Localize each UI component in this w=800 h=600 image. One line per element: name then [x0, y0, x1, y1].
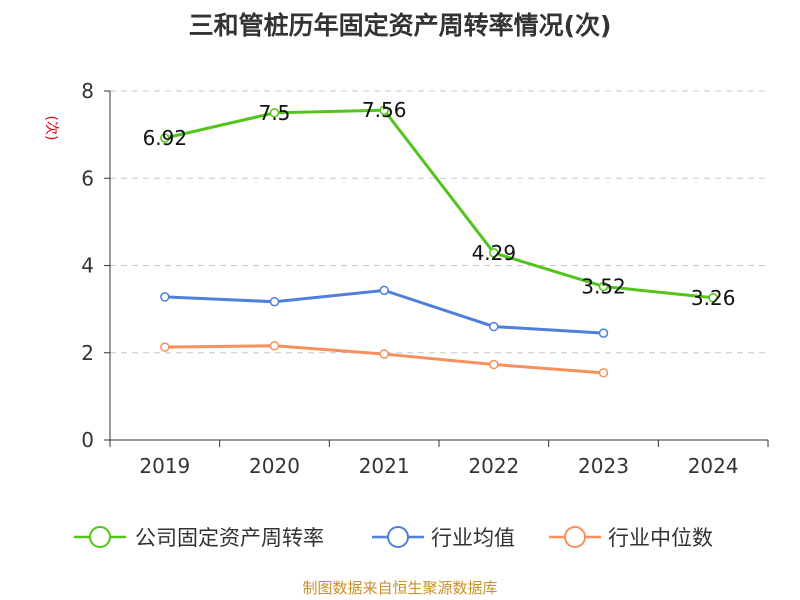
data-point [598, 328, 609, 338]
data-point-last [708, 293, 718, 303]
data-point [379, 349, 389, 359]
legend-item[interactable]: 公司固定资产周转率 [74, 526, 324, 550]
legend-label: 公司固定资产周转率 [135, 526, 324, 550]
series-line [163, 288, 605, 335]
series-group [160, 105, 718, 378]
y-tick-label: 0 [81, 428, 94, 452]
data-point [160, 133, 170, 143]
data-point [379, 285, 389, 296]
y-axis-label: (次) [43, 116, 59, 141]
y-tick-label: 4 [81, 254, 94, 278]
legend-label: 行业均值 [431, 526, 515, 550]
y-tick-label: 6 [81, 166, 94, 190]
x-tick-label: 2022 [468, 454, 519, 478]
legend-swatch-marker [89, 526, 111, 548]
y-tick-label: 2 [81, 341, 94, 365]
data-point [489, 359, 499, 370]
legend-item[interactable]: 行业均值 [372, 526, 515, 550]
data-point [598, 368, 609, 378]
series-line [163, 108, 715, 300]
data-point [269, 341, 280, 351]
legend-label: 行业中位数 [608, 526, 713, 550]
data-point [160, 292, 170, 302]
x-tick-label: 2024 [688, 454, 739, 478]
data-label: 7.56 [362, 98, 407, 122]
x-tick-label: 2023 [578, 454, 629, 478]
data-point [489, 321, 499, 332]
data-point [269, 296, 280, 307]
x-tick-label: 2020 [249, 454, 300, 478]
legend-item[interactable]: 行业中位数 [549, 526, 713, 550]
data-point [269, 108, 280, 118]
x-tick-label: 2019 [139, 454, 190, 478]
data-label: 4.29 [472, 241, 517, 265]
data-label: 3.26 [691, 286, 736, 310]
data-point [379, 105, 389, 115]
data-point [489, 248, 499, 258]
data-label: 7.5 [259, 101, 291, 125]
chart-title: 三和管桩历年固定资产周转率情况(次) [189, 11, 612, 40]
data-labels: 6.92 7.5 7.56 4.29 3.52 3.26 [143, 98, 736, 310]
axes: 0 2 4 6 8 2019 2020 2021 2022 2023 2024 [81, 79, 769, 478]
data-point [160, 342, 170, 352]
legend-swatch-marker [564, 526, 586, 548]
data-label: 6.92 [143, 126, 188, 150]
x-tick-label: 2021 [359, 454, 410, 478]
source-note: 制图数据来自恒生聚源数据库 [302, 579, 497, 597]
legend-swatch-marker [387, 526, 409, 548]
y-tick-label: 8 [81, 79, 94, 103]
legend[interactable]: 公司固定资产周转率 行业均值 行业中位数 [74, 526, 713, 550]
grid-lines [110, 90, 768, 354]
data-label: 3.52 [581, 274, 626, 298]
data-point [598, 281, 609, 292]
